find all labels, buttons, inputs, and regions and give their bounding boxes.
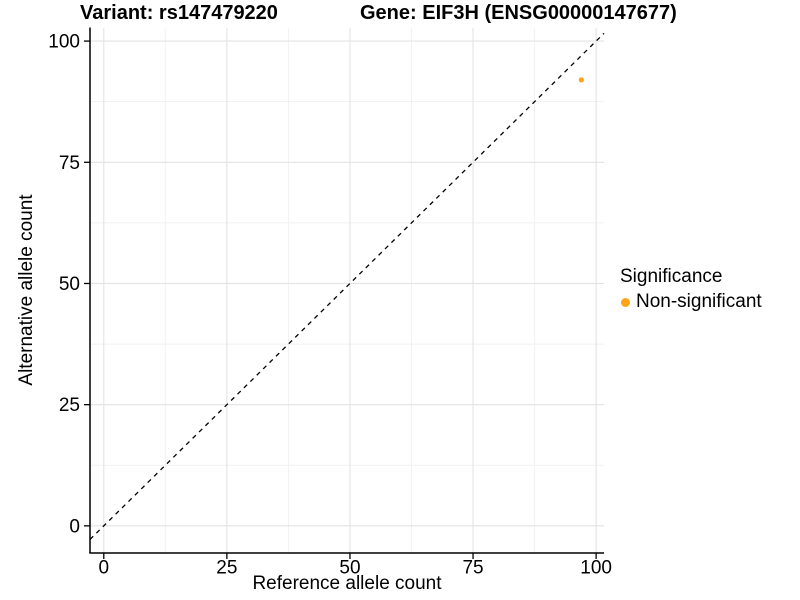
x-tick-label: 25 xyxy=(216,558,237,579)
legend-title: Significance xyxy=(620,266,723,287)
x-tick-label: 100 xyxy=(580,558,612,579)
identity-line xyxy=(89,32,605,540)
y-tick-label: 0 xyxy=(69,516,80,537)
y-tick-label: 50 xyxy=(59,274,80,295)
plot-title-variant: Variant: rs147479220 xyxy=(80,2,278,24)
y-tick-label: 100 xyxy=(48,32,80,53)
x-tick-label: 0 xyxy=(98,558,109,579)
data-point xyxy=(578,77,584,83)
legend-item: Non-significant xyxy=(620,291,762,313)
legend-point-icon xyxy=(621,297,630,307)
y-axis-title: Alternative allele count xyxy=(16,194,37,386)
x-axis-title: Reference allele count xyxy=(252,573,442,594)
legend: Significance Non-significant xyxy=(620,265,762,313)
x-tick-label: 75 xyxy=(462,558,483,579)
plot-title-gene: Gene: EIF3H (ENSG00000147677) xyxy=(360,2,677,24)
x-tick-label: 50 xyxy=(339,558,360,579)
y-tick-label: 75 xyxy=(59,153,80,174)
y-tick-label: 25 xyxy=(59,395,80,416)
legend-item-label: Non-significant xyxy=(636,291,762,312)
